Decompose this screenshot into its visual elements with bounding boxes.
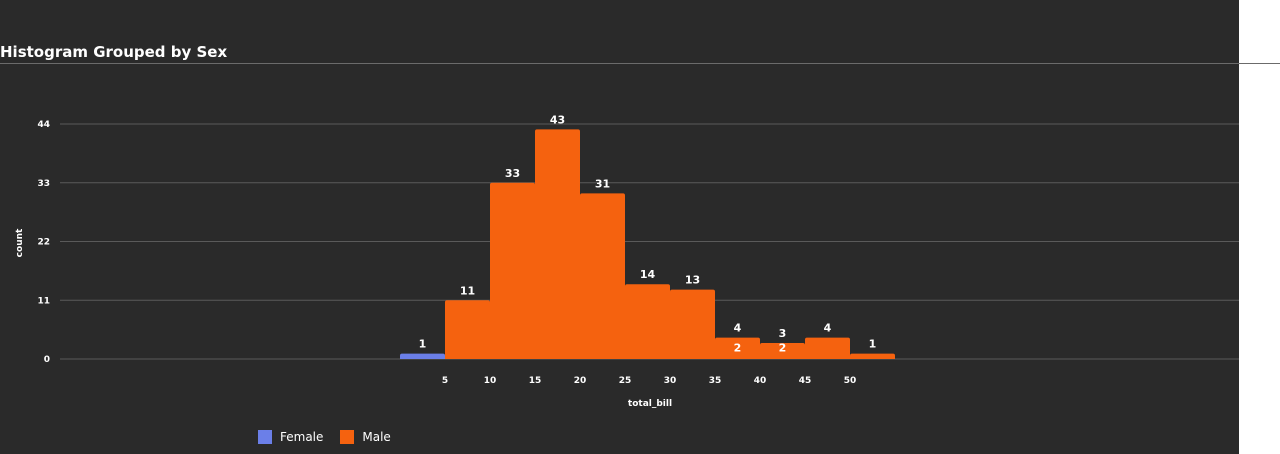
y-tick-label: 22 [37,238,50,248]
legend-item-female[interactable]: Female [258,430,323,444]
bar-male [445,300,490,359]
data-label: 33 [505,167,520,180]
bar-male [535,129,580,359]
y-tick-label: 44 [37,120,50,130]
x-tick-label: 50 [844,376,857,386]
data-label: 31 [595,177,610,190]
x-tick-label: 5 [442,376,448,386]
y-tick-label: 0 [44,355,50,365]
data-label: 4 [734,322,742,335]
legend-swatch [258,430,272,444]
legend-swatch [340,430,355,444]
bar-female [400,353,445,359]
y-axis-label: count [15,228,25,257]
legend-label: Male [362,430,391,444]
legend: Female Male [258,430,408,444]
bar-male [760,342,805,359]
bar-male [580,193,625,359]
bar-male [715,337,760,359]
x-tick-label: 30 [664,376,677,386]
data-label: 13 [685,274,700,287]
bar-male [670,289,715,359]
bar-male [625,284,670,359]
bar-male [850,353,895,359]
data-label: 43 [550,113,565,126]
data-label: 14 [640,268,656,281]
chart-title: Histogram Grouped by Sex [0,43,228,61]
y-tick-label: 11 [37,296,50,306]
x-tick-label: 45 [799,376,812,386]
bar-male [490,182,535,359]
data-label: 2 [779,341,787,354]
y-tick-label: 33 [37,179,50,189]
legend-label: Female [280,430,324,444]
x-tick-label: 35 [709,376,722,386]
data-label: 2 [734,341,742,354]
x-axis-label: total_bill [628,399,672,409]
x-tick-label: 10 [484,376,497,386]
data-label: 3 [779,327,787,340]
data-label: 1 [419,338,427,351]
x-tick-label: 15 [529,376,542,386]
data-label: 4 [824,322,832,335]
x-tick-label: 20 [574,376,587,386]
x-tick-label: 40 [754,376,767,386]
title-divider [0,63,1280,64]
data-label: 11 [460,284,475,297]
bar-male [805,337,850,359]
data-label: 1 [869,338,877,351]
legend-item-male[interactable]: Male [340,430,391,444]
x-tick-label: 25 [619,376,632,386]
